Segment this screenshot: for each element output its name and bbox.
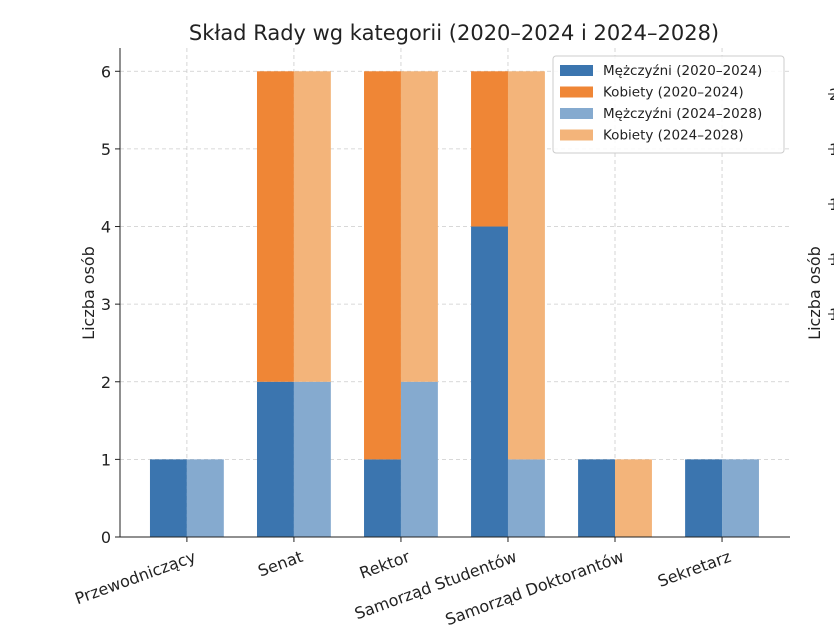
- y-tick-label: 2: [101, 373, 111, 392]
- bars: [149, 71, 759, 537]
- bar: [293, 381, 331, 537]
- y-axis-label: Liczba osób: [79, 246, 98, 340]
- x-tick-label: Przewodniczący: [72, 547, 198, 608]
- legend-label: Mężczyźni (2020–2024): [603, 63, 762, 79]
- bar: [578, 459, 616, 537]
- bar: [149, 459, 187, 537]
- chart-title: Skład Rady wg kategorii (2020–2024 i 202…: [189, 21, 719, 45]
- y-tick-label: 4: [101, 218, 111, 237]
- legend-box: [552, 55, 785, 154]
- x-tick-label: Sekretarz: [655, 547, 733, 591]
- bar: [364, 71, 401, 460]
- second-chart-y-tick-label: 2: [829, 85, 834, 104]
- second-chart-y-tick-label: 1: [829, 195, 834, 214]
- bar: [507, 459, 545, 537]
- axes: [119, 48, 790, 538]
- legend: Mężczyźni (2020–2024) Kobiety (2020–2024)…: [552, 55, 785, 154]
- bar: [256, 71, 294, 382]
- legend-label: Mężczyźni (2024–2028): [603, 106, 762, 122]
- legend-swatch: [560, 86, 593, 98]
- bar: [186, 459, 224, 537]
- x-tick-label: Senat: [255, 547, 305, 581]
- bar: [507, 71, 545, 460]
- bar: [400, 71, 438, 382]
- y-tick-label: 3: [101, 295, 111, 314]
- legend-swatch: [560, 65, 593, 76]
- second-chart-y-tick-label: 1: [829, 140, 834, 159]
- y-tick-label: 5: [101, 140, 111, 159]
- bar: [400, 381, 438, 537]
- second-chart-y-ticks: 2 1 1 1 1: [828, 85, 834, 324]
- bar: [364, 459, 401, 537]
- legend-swatch: [560, 129, 593, 141]
- x-tick-label: Rektor: [357, 547, 413, 583]
- bar: [685, 459, 723, 537]
- second-chart-y-axis-label: Liczba osób: [805, 246, 824, 340]
- bar: [722, 459, 759, 537]
- bar: [293, 71, 331, 382]
- legend-swatch: [560, 108, 593, 119]
- second-chart-y-tick-label: 1: [829, 250, 834, 269]
- bar: [471, 71, 508, 227]
- legend-label: Kobiety (2024–2028): [603, 128, 744, 144]
- y-ticks: 0 1 2 3 4 5 6: [101, 62, 120, 547]
- bar: [615, 459, 652, 537]
- y-tick-label: 6: [101, 62, 111, 81]
- y-tick-label: 1: [101, 450, 111, 469]
- y-tick-label: 0: [101, 528, 111, 547]
- bar: [256, 381, 294, 537]
- legend-label: Kobiety (2020–2024): [603, 85, 744, 101]
- bar: [471, 226, 508, 537]
- x-tick-label: Samorząd Doktorantów: [443, 547, 627, 629]
- second-chart-y-tick-label: 1: [829, 305, 834, 324]
